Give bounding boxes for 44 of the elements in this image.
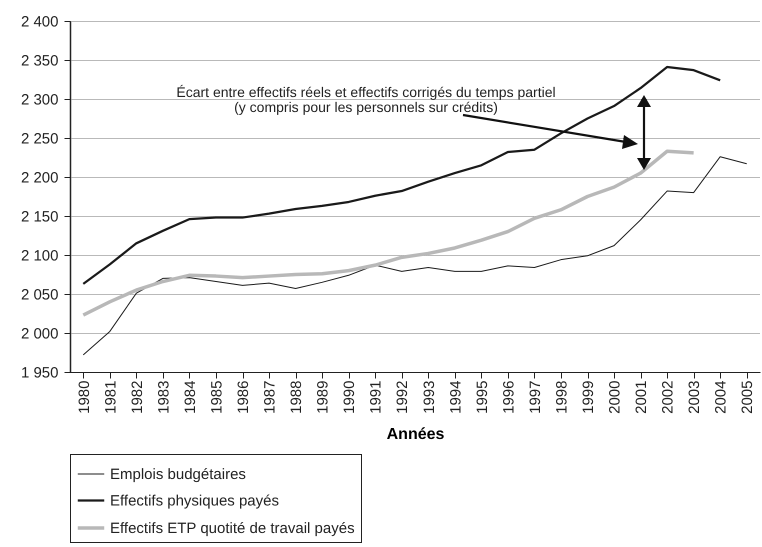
line-series <box>82 150 696 317</box>
y-tick-label: 2 350 <box>20 52 58 70</box>
x-axis-title: Années <box>386 426 444 443</box>
x-tick-label: 2004 <box>712 380 730 414</box>
annotation: Écart entre effectifs réels et effectifs corrigés du temps partiel (y compris pour les personnels sur crédits) <box>176 84 556 115</box>
x-tick-label: 1986 <box>235 380 252 414</box>
legend-label: Effectifs ETP quotité de travail payés <box>110 520 355 537</box>
x-tick-label: 1994 <box>447 380 464 414</box>
x-tick-label: 1988 <box>288 380 306 414</box>
x-tick-label: 2003 <box>686 380 704 414</box>
x-tick-label: 1980 <box>76 380 93 414</box>
x-tick-label: 1982 <box>128 380 146 414</box>
x-tick-label: 1987 <box>262 380 279 414</box>
y-tick-label: 2 100 <box>20 248 58 264</box>
x-tick-label: 1984 <box>182 380 199 414</box>
x-tick-label: 1997 <box>526 380 544 414</box>
y-tick-label: 2 250 <box>20 130 58 148</box>
y-tick-label: 1 950 <box>20 364 58 382</box>
y-tick-label: 2 050 <box>20 286 58 304</box>
x-tick-label: 1996 <box>500 380 518 414</box>
y-tick-label: 2 000 <box>20 326 58 342</box>
y-tick-label: 2 400 <box>20 14 58 30</box>
x-tick-label: 1995 <box>474 380 491 414</box>
x-tick-label: 2005 <box>739 380 756 414</box>
x-tick-label: 1989 <box>314 380 332 414</box>
x-tick-label: 1985 <box>208 380 226 414</box>
line-series <box>82 66 722 285</box>
x-tick-label: 1990 <box>341 380 358 414</box>
x-tick-label: 2001 <box>633 380 650 414</box>
x-tick-label: 1998 <box>553 380 570 414</box>
x-tick-label: 1981 <box>102 380 120 414</box>
line-series <box>82 156 748 356</box>
y-tick-label: 2 150 <box>20 208 58 226</box>
x-tick-label: 1999 <box>580 380 597 414</box>
y-tick-label: 2 200 <box>20 170 58 186</box>
y-tick-label: 2 300 <box>20 92 58 108</box>
x-tick-label: 1993 <box>420 380 438 414</box>
x-tick-label: 2002 <box>660 380 677 414</box>
x-tick-label: 1991 <box>368 380 385 414</box>
x-tick-label: 1992 <box>394 380 412 414</box>
legend-label: Effectifs physiques payés <box>110 492 279 510</box>
x-tick-label: 1983 <box>155 380 172 414</box>
x-tick-label: 2000 <box>606 380 624 414</box>
legend-label: Emplois budgétaires <box>110 466 246 483</box>
